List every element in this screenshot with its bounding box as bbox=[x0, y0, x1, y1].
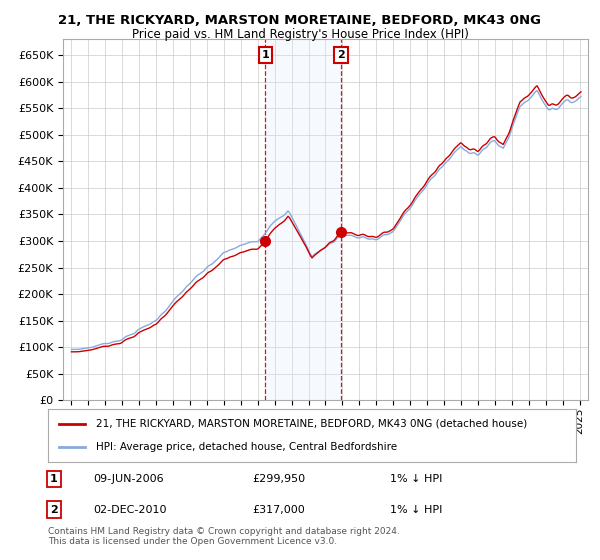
Text: Price paid vs. HM Land Registry's House Price Index (HPI): Price paid vs. HM Land Registry's House … bbox=[131, 28, 469, 41]
Text: Contains HM Land Registry data © Crown copyright and database right 2024.
This d: Contains HM Land Registry data © Crown c… bbox=[48, 526, 400, 546]
Text: 1% ↓ HPI: 1% ↓ HPI bbox=[390, 474, 442, 484]
Bar bbox=[265, 39, 341, 400]
Text: 1% ↓ HPI: 1% ↓ HPI bbox=[390, 505, 442, 515]
Text: 2: 2 bbox=[50, 505, 58, 515]
Text: 09-JUN-2006: 09-JUN-2006 bbox=[93, 474, 164, 484]
Text: 21, THE RICKYARD, MARSTON MORETAINE, BEDFORD, MK43 0NG (detached house): 21, THE RICKYARD, MARSTON MORETAINE, BED… bbox=[95, 419, 527, 429]
Text: 1: 1 bbox=[50, 474, 58, 484]
Text: £299,950: £299,950 bbox=[252, 474, 305, 484]
Text: 21, THE RICKYARD, MARSTON MORETAINE, BEDFORD, MK43 0NG: 21, THE RICKYARD, MARSTON MORETAINE, BED… bbox=[59, 14, 542, 27]
Text: 2: 2 bbox=[337, 50, 345, 60]
Text: 02-DEC-2010: 02-DEC-2010 bbox=[93, 505, 167, 515]
Text: £317,000: £317,000 bbox=[252, 505, 305, 515]
Text: HPI: Average price, detached house, Central Bedfordshire: HPI: Average price, detached house, Cent… bbox=[95, 442, 397, 452]
Text: 1: 1 bbox=[262, 50, 269, 60]
